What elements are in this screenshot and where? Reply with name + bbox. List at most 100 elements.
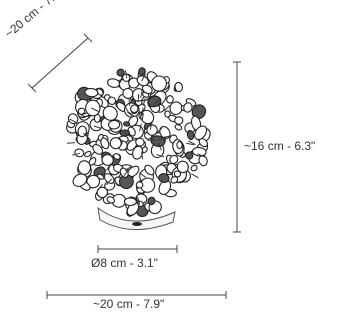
petal-wire — [163, 104, 171, 112]
petal — [191, 146, 207, 157]
petal — [174, 116, 184, 125]
petal — [173, 170, 182, 178]
petal-wire — [139, 172, 147, 178]
petal-wire — [123, 131, 131, 138]
petal — [176, 160, 189, 174]
petal — [135, 181, 144, 189]
petal — [159, 125, 171, 140]
petal-wire — [69, 118, 77, 124]
lamp-petal-cluster — [66, 67, 211, 218]
petal-wire — [149, 121, 153, 130]
petal — [85, 99, 101, 117]
height-dimension-line — [233, 61, 241, 233]
petal-wire — [141, 107, 144, 116]
petal — [147, 95, 162, 108]
petal-wire — [141, 112, 144, 121]
petal — [164, 110, 171, 118]
petal — [123, 121, 131, 127]
petal-wire — [93, 125, 102, 129]
petal — [123, 197, 137, 207]
petal — [106, 196, 116, 204]
petal-wire — [105, 163, 112, 171]
petal — [96, 186, 109, 199]
petal-wire — [72, 152, 81, 156]
petal-wire — [155, 127, 163, 135]
petal — [96, 173, 105, 180]
petal — [138, 67, 146, 76]
petal-wire — [126, 111, 134, 118]
petal-wire — [156, 154, 165, 158]
petal — [74, 148, 85, 158]
base-diameter-dimension-line — [97, 245, 178, 253]
lamp-base — [97, 206, 176, 231]
petal-wire — [137, 196, 141, 205]
petal-wire — [106, 178, 113, 186]
petal — [107, 78, 121, 88]
base-diameter-dimension-label: Ø8 cm - 3.1" — [91, 256, 158, 270]
petal — [194, 125, 208, 141]
petal — [107, 96, 117, 106]
depth-dimension-line — [27, 33, 93, 93]
petal-wire — [188, 140, 196, 146]
petal — [102, 105, 118, 121]
petal-wire — [163, 135, 172, 138]
petal — [72, 173, 88, 187]
petal — [109, 137, 122, 150]
height-dimension-label: ~16 cm - 6.3" — [244, 139, 316, 153]
width-dimension-line — [46, 291, 227, 299]
petal — [127, 115, 139, 127]
petal — [174, 124, 183, 131]
petal — [147, 196, 156, 206]
petal — [190, 164, 198, 172]
width-dimension-label: ~20 cm - 7.9" — [93, 297, 165, 311]
petal — [166, 95, 174, 104]
petal-wire — [124, 165, 133, 171]
petal-wire — [186, 142, 195, 146]
petal-wire — [141, 151, 143, 160]
petal-wire — [139, 123, 142, 132]
petal-wire — [91, 107, 99, 112]
petal — [169, 154, 179, 165]
petal — [146, 124, 158, 136]
petal-wire — [66, 142, 76, 144]
petal — [158, 173, 170, 184]
petal-wire — [141, 73, 146, 82]
petal-wire — [142, 97, 146, 106]
petal — [77, 107, 86, 115]
petal — [136, 75, 149, 87]
petal-wire — [128, 97, 131, 106]
petal — [186, 129, 195, 141]
petal-wire — [127, 111, 135, 117]
petal — [130, 104, 139, 114]
petal — [174, 81, 183, 93]
petal-wire — [158, 137, 167, 140]
petal — [141, 84, 153, 95]
petal — [122, 87, 134, 99]
petal — [144, 164, 155, 176]
petal — [84, 150, 92, 158]
petal-wire — [140, 90, 143, 99]
petal — [183, 102, 193, 113]
petal — [101, 154, 114, 166]
petal-wire — [157, 142, 163, 151]
petal — [176, 140, 183, 150]
petal-wire — [83, 132, 90, 139]
petal — [112, 153, 121, 160]
petal-wire — [197, 153, 206, 158]
petal-wire — [123, 168, 129, 177]
petal-wire — [97, 183, 103, 191]
petal — [100, 137, 110, 150]
petal — [107, 119, 121, 130]
petal-wire — [125, 70, 128, 79]
petal — [84, 87, 99, 98]
petal-wire — [153, 99, 160, 106]
petal — [151, 75, 167, 92]
petal — [103, 173, 115, 184]
petal — [77, 160, 92, 175]
petal — [170, 176, 179, 184]
petal — [185, 151, 194, 160]
petal-wire — [123, 103, 129, 112]
petal-wire — [191, 173, 199, 179]
petal — [92, 144, 104, 155]
